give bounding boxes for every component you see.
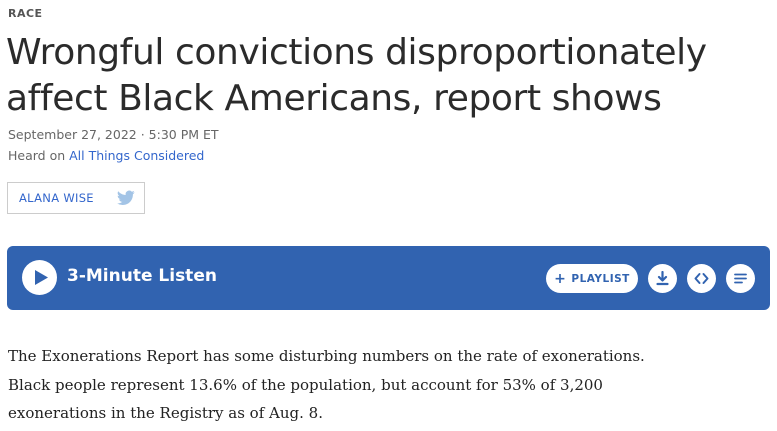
transcript-icon	[734, 273, 747, 284]
plus-icon: +	[554, 270, 567, 287]
twitter-icon[interactable]	[117, 190, 135, 206]
listen-duration-label: 3-Minute Listen	[67, 266, 217, 286]
play-button[interactable]	[22, 260, 57, 295]
transcript-button[interactable]	[726, 264, 755, 293]
play-icon	[35, 270, 48, 285]
embed-icon	[694, 273, 709, 284]
playlist-label: PLAYLIST	[571, 272, 630, 285]
dateline: September 27, 2022 · 5:30 PM ET	[8, 127, 219, 142]
show-link[interactable]: All Things Considered	[69, 148, 205, 163]
add-to-playlist-button[interactable]: + PLAYLIST	[546, 264, 638, 293]
download-button[interactable]	[648, 264, 677, 293]
audio-player: 3-Minute Listen + PLAYLIST	[7, 246, 770, 310]
heard-on: Heard on All Things Considered	[8, 148, 204, 163]
author-link[interactable]: ALANA WISE	[19, 191, 94, 205]
article-body-paragraph: The Exonerations Report has some disturb…	[8, 347, 645, 422]
embed-button[interactable]	[687, 264, 716, 293]
download-icon	[656, 271, 669, 286]
byline: ALANA WISE	[7, 182, 145, 214]
headline: Wrongful convictions disproportionately …	[6, 32, 707, 119]
heard-on-prefix: Heard on	[8, 148, 70, 163]
section-slug-link[interactable]: RACE	[8, 7, 43, 20]
